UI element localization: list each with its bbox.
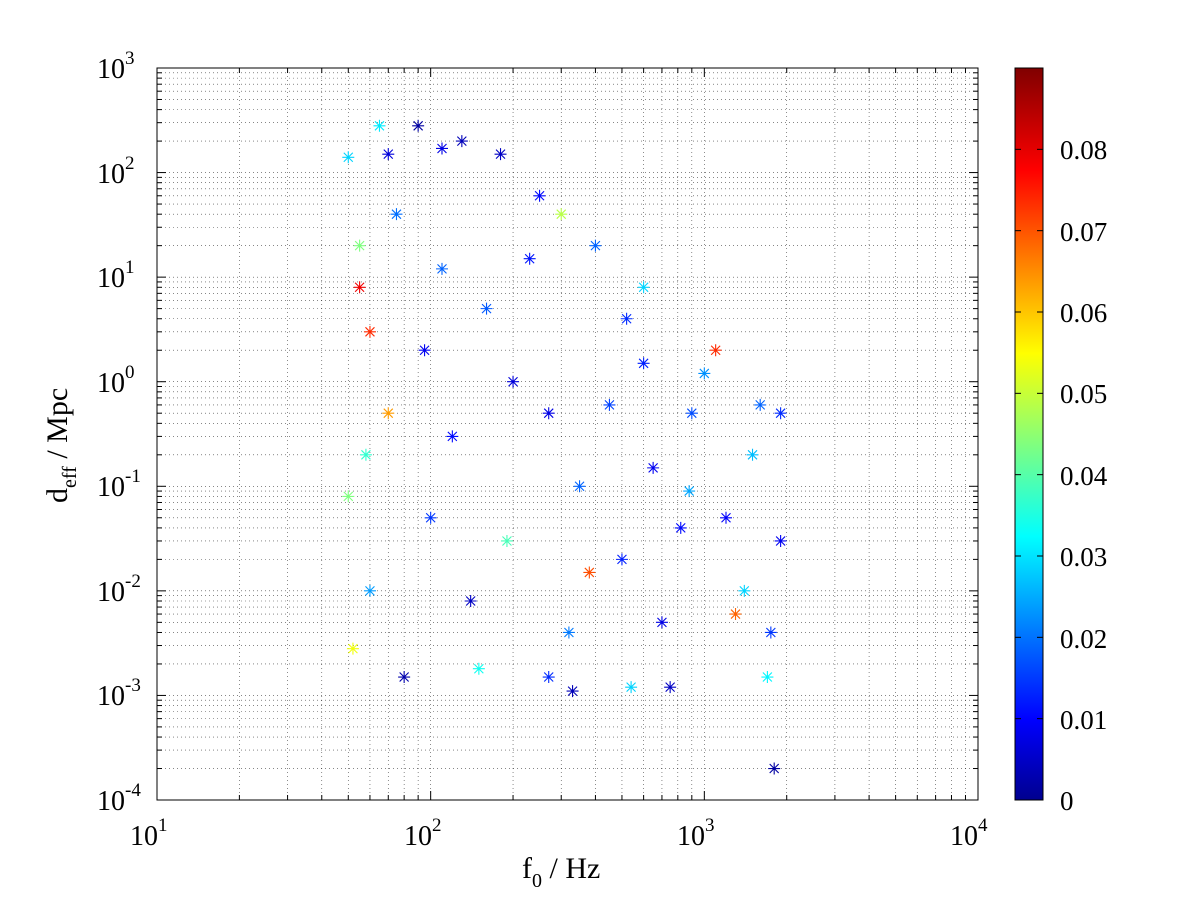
data-point: [589, 239, 602, 252]
data-point: [709, 344, 722, 357]
data-point: [774, 534, 787, 547]
data-point: [655, 616, 668, 629]
data-point: [390, 208, 403, 221]
y-axis-label: deff / Mpc: [41, 388, 81, 503]
data-point: [683, 485, 696, 498]
data-point: [583, 566, 596, 579]
data-point: [446, 430, 459, 443]
data-point: [542, 671, 555, 684]
data-point: [738, 584, 751, 597]
x-tick-label: 103: [677, 815, 715, 852]
data-point: [342, 151, 355, 164]
data-point: [647, 461, 660, 474]
data-point: [373, 119, 386, 132]
y-tick-labels: 10-4 10-3 10-2 10-1 100 101 102 103: [97, 48, 141, 817]
data-point: [382, 407, 395, 420]
colorbar-tick-label: 0.06: [1060, 298, 1107, 328]
grid: [157, 68, 978, 800]
data-point: [398, 671, 411, 684]
data-point: [472, 662, 485, 675]
data-point: [625, 681, 638, 694]
colorbar-tick-label: 0.07: [1060, 217, 1107, 247]
data-point: [566, 685, 579, 698]
data-point: [346, 642, 359, 655]
data-point: [435, 262, 448, 275]
data-point: [480, 302, 493, 315]
data-point: [637, 357, 650, 370]
y-tick-label: 102: [97, 153, 135, 190]
data-point: [764, 626, 777, 639]
colorbar-tick-label: 0.08: [1060, 135, 1107, 165]
data-point: [603, 398, 616, 411]
y-tick-label: 10-2: [97, 571, 141, 608]
data-point: [698, 367, 711, 380]
data-point: [746, 448, 759, 461]
data-point: [507, 375, 520, 388]
data-point: [754, 398, 767, 411]
data-point: [500, 534, 513, 547]
data-point: [359, 448, 372, 461]
data-point: [555, 208, 568, 221]
plot-background: [157, 68, 978, 800]
colorbar-ticks: [1015, 148, 1043, 801]
colorbar-tick-label: 0.01: [1060, 705, 1107, 735]
data-point: [455, 135, 468, 148]
colorbar-tick-label: 0.05: [1060, 379, 1107, 409]
data-point: [573, 480, 586, 493]
y-tick-label: 10-3: [97, 675, 141, 712]
data-point: [435, 142, 448, 155]
x-axis-label: f0 / Hz: [522, 852, 600, 892]
data-point: [637, 281, 650, 294]
data-point: [464, 594, 477, 607]
y-tick-label: 10-4: [97, 780, 141, 817]
tick-marks: [157, 68, 978, 800]
data-point: [494, 148, 507, 161]
x-tick-label: 102: [404, 815, 442, 852]
data-point: [424, 511, 437, 524]
x-tick-label: 104: [950, 815, 988, 852]
y-tick-label: 10-1: [97, 466, 141, 503]
data-point: [720, 511, 733, 524]
x-tick-label: 101: [130, 815, 168, 852]
data-point: [761, 671, 774, 684]
data-point: [729, 608, 742, 621]
data-point: [353, 239, 366, 252]
colorbar-tick-label: 0.03: [1060, 542, 1107, 572]
colorbar-labels: 0 0.01 0.02 0.03 0.04 0.05 0.06 0.07 0.0…: [1060, 135, 1108, 816]
data-point: [382, 148, 395, 161]
plot-frame: [156, 67, 979, 801]
y-tick-label: 103: [97, 48, 135, 85]
data-point: [620, 312, 633, 325]
data-point: [685, 407, 698, 420]
data-point: [412, 119, 425, 132]
data-point: [562, 626, 575, 639]
data-point: [533, 189, 546, 202]
colorbar-tick-label: 0.04: [1060, 461, 1108, 491]
data-point: [615, 553, 628, 566]
x-tick-labels: 101 102 103 104: [130, 815, 988, 852]
data-point: [342, 490, 355, 503]
data-points: [342, 119, 787, 775]
y-tick-label: 101: [97, 257, 135, 294]
data-point: [363, 325, 376, 338]
colorbar-tick-label: 0: [1060, 786, 1074, 816]
data-point: [768, 762, 781, 775]
data-point: [774, 407, 787, 420]
colorbar: [1014, 67, 1044, 801]
data-point: [353, 281, 366, 294]
y-tick-label: 100: [97, 362, 135, 399]
data-point: [363, 584, 376, 597]
data-point: [542, 407, 555, 420]
data-point: [674, 521, 687, 534]
data-point: [664, 681, 677, 694]
data-point: [418, 344, 431, 357]
colorbar-tick-label: 0.02: [1060, 624, 1107, 654]
data-point: [523, 252, 536, 265]
